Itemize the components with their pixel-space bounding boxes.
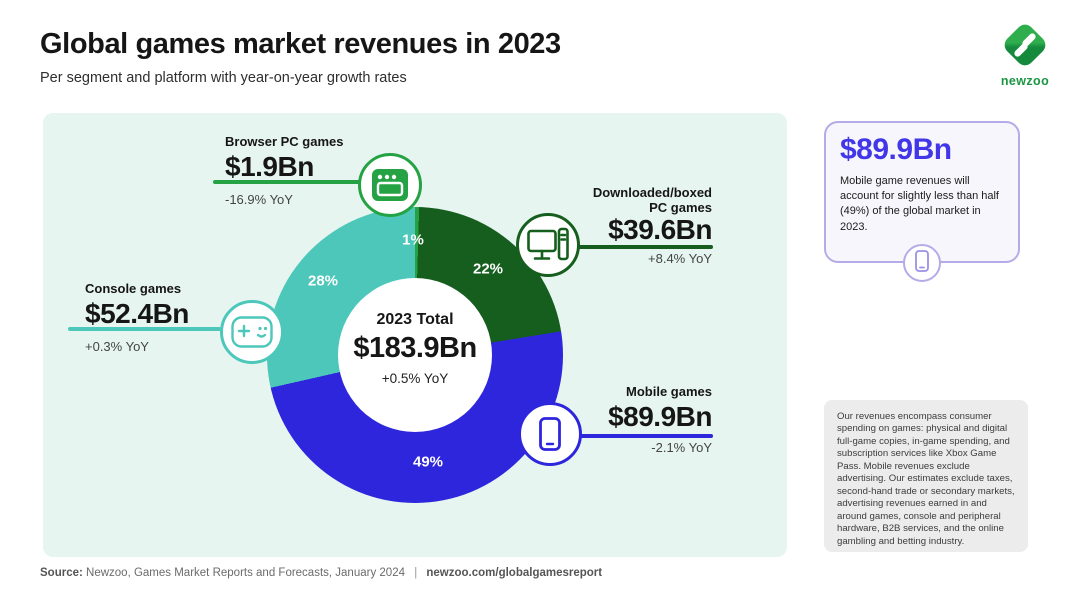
browser-window-icon — [358, 153, 422, 217]
brand-logo: newzoo — [990, 22, 1060, 88]
highlight-text: Mobile game revenues will account for sl… — [840, 175, 999, 233]
share-label-browser: 1% — [402, 231, 424, 249]
segment-value-console: $52.4Bn — [85, 298, 189, 329]
segment-name-downloaded-pc: Downloaded/boxed PC games — [592, 185, 712, 215]
highlight-card: $89.9Bn Mobile game revenues will accoun… — [824, 121, 1020, 263]
segment-yoy-console: +0.3% YoY — [85, 339, 149, 354]
segment-yoy-browser: -16.9% YoY — [225, 192, 293, 207]
source-line: Source: Newzoo, Games Market Reports and… — [40, 567, 602, 579]
smartphone-icon — [518, 402, 582, 466]
segment-name-mobile: Mobile games — [626, 384, 712, 399]
segment-yoy-mobile: -2.1% YoY — [651, 440, 712, 455]
center-value: $183.9Bn — [353, 332, 477, 364]
segment-value-mobile: $89.9Bn — [608, 401, 712, 432]
divider: | — [414, 567, 418, 579]
source-text: Newzoo, Games Market Reports and Forecas… — [86, 567, 405, 579]
connector-line-console — [68, 327, 221, 331]
highlight-value: $89.9Bn — [840, 133, 952, 166]
donut-hole — [338, 278, 492, 432]
segment-name-browser: Browser PC games — [225, 134, 344, 149]
connector-line-browser — [213, 180, 375, 184]
segment-name-console: Console games — [85, 281, 182, 296]
connector-line-mobile — [577, 434, 713, 438]
donut-center: 2023 Total $183.9Bn +0.5% YoY — [315, 311, 515, 386]
page-subtitle: Per segment and platform with year-on-ye… — [40, 70, 407, 86]
connector-line-downloaded-pc — [577, 245, 713, 249]
highlight-phone-badge — [903, 244, 941, 282]
brand-name: newzoo — [1000, 74, 1050, 88]
share-label-downloaded-pc: 22% — [472, 260, 504, 278]
segment-yoy-downloaded-pc: +8.4% YoY — [648, 251, 712, 266]
page-title: Global games market revenues in 2023 — [40, 28, 561, 60]
source-link[interactable]: newzoo.com/globalgamesreport — [426, 567, 603, 579]
segment-value-browser: $1.9Bn — [225, 151, 314, 182]
share-label-mobile: 49% — [412, 453, 444, 471]
gamepad-icon — [220, 300, 284, 364]
smartphone-icon — [915, 249, 929, 277]
newzoo-diamond-icon — [1002, 24, 1048, 72]
source-label: Source: — [40, 567, 83, 579]
disclaimer-box: Our revenues encompass consumer spending… — [824, 400, 1028, 552]
center-label: 2023 Total — [376, 311, 454, 328]
disclaimer-text: Our revenues encompass consumer spending… — [837, 411, 1015, 547]
share-label-console: 28% — [307, 272, 339, 290]
chart-panel: 2023 Total $183.9Bn +0.5% YoY 1% 22% 28%… — [43, 113, 787, 557]
segment-value-downloaded-pc: $39.6Bn — [608, 214, 712, 245]
center-yoy: +0.5% YoY — [381, 371, 449, 386]
desktop-pc-icon — [516, 213, 580, 277]
